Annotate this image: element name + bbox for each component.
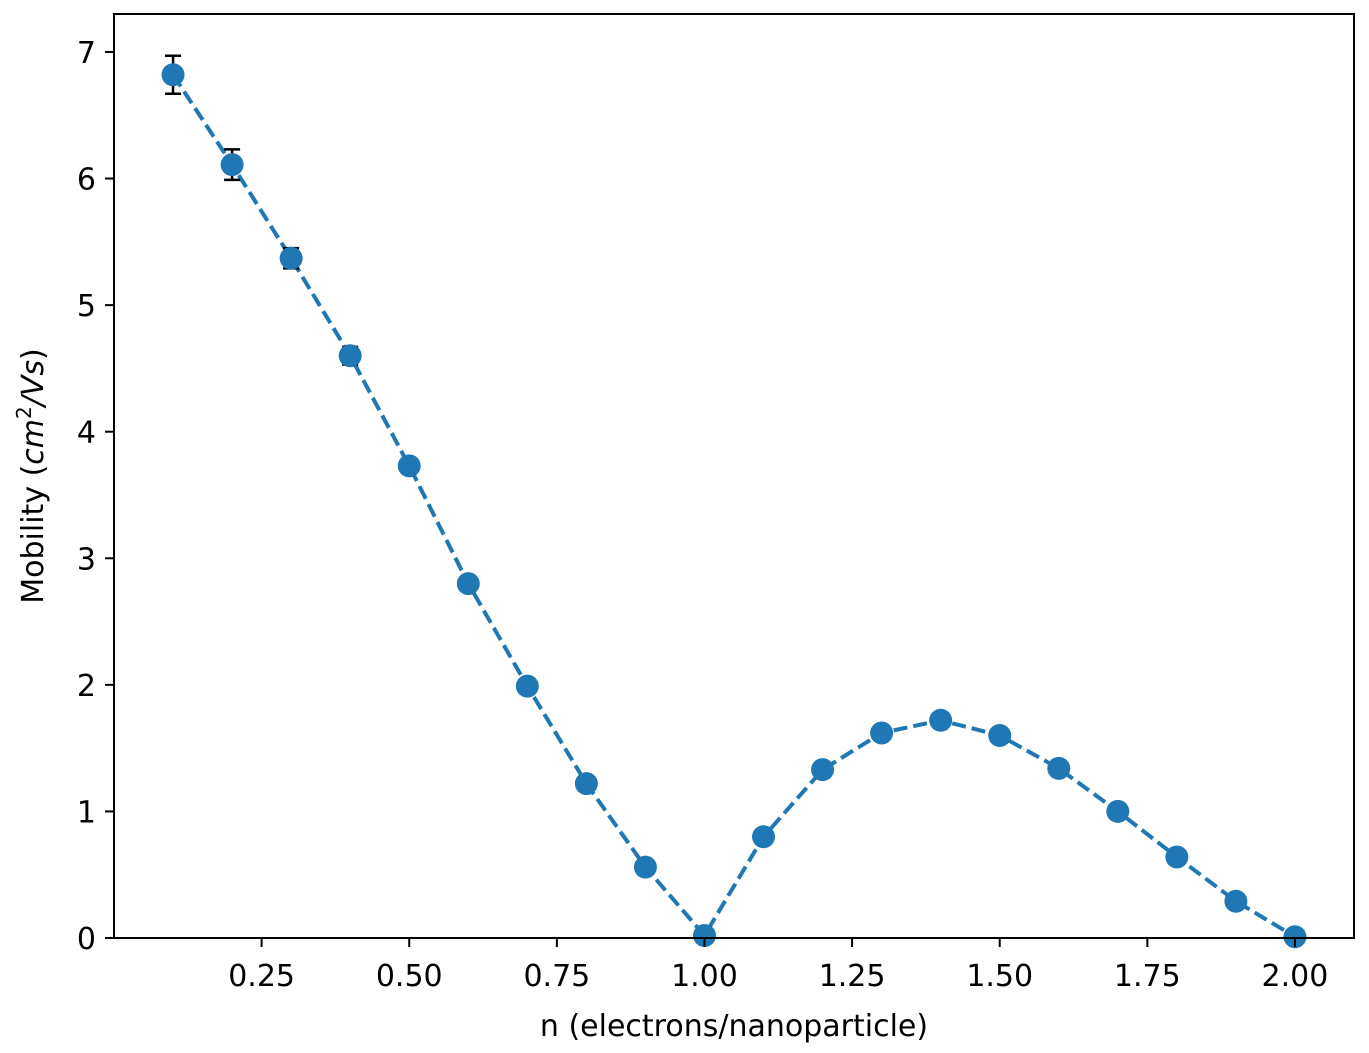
- plot-frame: [113, 13, 1355, 939]
- x-tick-label: 2.00: [1262, 959, 1329, 994]
- data-point: [161, 63, 185, 87]
- data-point: [1224, 889, 1248, 913]
- y-axis-label-suffix: ): [16, 348, 51, 360]
- data-point: [1283, 925, 1307, 949]
- y-axis-label-prefix: Mobility (: [16, 465, 51, 604]
- y-tick-label: 0: [77, 922, 96, 957]
- x-tick-label: 0.75: [523, 959, 590, 994]
- x-axis: 0.25 0.50 0.75 1.00 1.25 1.50 1.75 2.00: [228, 938, 1328, 994]
- data-point: [279, 246, 303, 270]
- y-tick-label: 1: [77, 795, 96, 830]
- data-point: [1165, 845, 1189, 869]
- data-point: [1106, 799, 1130, 823]
- y-axis: 0 1 2 3 4 5 6 7: [77, 36, 114, 957]
- x-tick-label: 1.50: [966, 959, 1033, 994]
- data-point: [397, 454, 421, 478]
- data-point: [988, 723, 1012, 747]
- data-point: [811, 758, 835, 782]
- data-point: [456, 572, 480, 596]
- data-point: [692, 923, 716, 947]
- x-tick-label: 1.25: [819, 959, 886, 994]
- y-tick-label: 3: [77, 542, 96, 577]
- x-tick-label: 1.75: [1114, 959, 1181, 994]
- y-tick-label: 6: [77, 163, 96, 198]
- x-tick-label: 1.00: [671, 959, 738, 994]
- y-tick-label: 7: [77, 36, 96, 71]
- y-tick-label: 2: [77, 669, 96, 704]
- series-line: [171, 73, 1296, 939]
- data-point: [1047, 756, 1071, 780]
- y-axis-label-unit-exp: 2: [12, 406, 36, 419]
- data-point: [220, 153, 244, 177]
- y-axis-label: Mobility (cm2/Vs): [12, 348, 51, 603]
- data-point: [633, 855, 657, 879]
- plot-area: [161, 54, 1307, 949]
- data-point: [752, 825, 776, 849]
- y-tick-label: 5: [77, 289, 96, 324]
- data-point: [574, 772, 598, 796]
- x-tick-label: 0.50: [376, 959, 443, 994]
- y-axis-label-unit-base: cm: [16, 419, 51, 465]
- data-point: [338, 344, 362, 368]
- data-point: [929, 708, 953, 732]
- x-axis-label: n (electrons/nanoparticle): [540, 1009, 928, 1044]
- x-tick-label: 0.25: [228, 959, 295, 994]
- y-axis-label-unit-rest: /Vs: [16, 360, 51, 409]
- data-point: [870, 721, 894, 745]
- data-point: [515, 674, 539, 698]
- y-tick-label: 4: [77, 416, 96, 451]
